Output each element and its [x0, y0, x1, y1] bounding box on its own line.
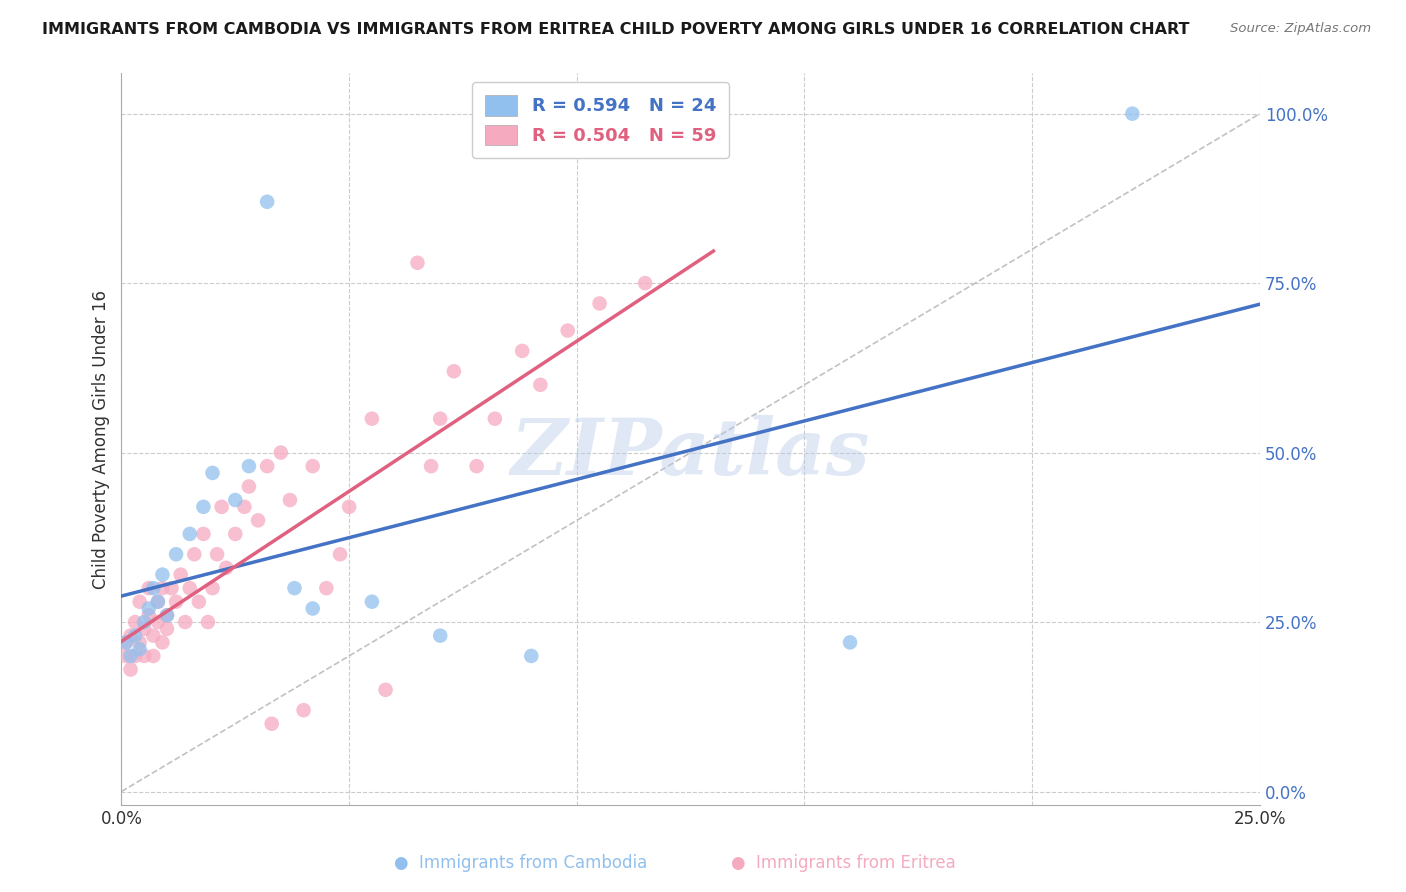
- Point: [120, 648, 142, 663]
- Point: [201, 466, 224, 480]
- Point: [115, 648, 138, 663]
- Point: [193, 527, 215, 541]
- Point: [420, 459, 443, 474]
- Point: [256, 459, 278, 474]
- Point: [557, 324, 579, 338]
- Point: [278, 493, 301, 508]
- Point: [179, 581, 201, 595]
- Point: [152, 581, 174, 595]
- Text: IMMIGRANTS FROM CAMBODIA VS IMMIGRANTS FROM ERITREA CHILD POVERTY AMONG GIRLS UN: IMMIGRANTS FROM CAMBODIA VS IMMIGRANTS F…: [42, 22, 1189, 37]
- Legend: R = 0.594   N = 24, R = 0.504   N = 59: R = 0.594 N = 24, R = 0.504 N = 59: [472, 82, 728, 158]
- Point: [361, 411, 384, 425]
- Point: [156, 622, 179, 636]
- Point: [315, 581, 337, 595]
- Point: [160, 581, 183, 595]
- Point: [465, 459, 488, 474]
- Text: ZIPatlas: ZIPatlas: [510, 416, 870, 491]
- Point: [142, 581, 165, 595]
- Point: [128, 595, 150, 609]
- Point: [201, 581, 224, 595]
- Point: [260, 716, 283, 731]
- Point: [215, 561, 238, 575]
- Point: [292, 703, 315, 717]
- Point: [152, 567, 174, 582]
- Point: [128, 642, 150, 657]
- Point: [193, 500, 215, 514]
- Point: [120, 629, 142, 643]
- Point: [142, 629, 165, 643]
- Point: [374, 682, 396, 697]
- Point: [187, 595, 209, 609]
- Point: [529, 377, 551, 392]
- Point: [337, 500, 360, 514]
- Point: [283, 581, 305, 595]
- Point: [233, 500, 256, 514]
- Point: [134, 615, 156, 629]
- Point: [429, 629, 451, 643]
- Point: [510, 343, 533, 358]
- Point: [443, 364, 465, 378]
- Point: [270, 445, 292, 459]
- Point: [301, 601, 323, 615]
- Point: [165, 547, 187, 561]
- Point: [520, 648, 543, 663]
- Point: [124, 648, 146, 663]
- Point: [238, 459, 260, 474]
- Point: [169, 567, 191, 582]
- Point: [634, 276, 657, 290]
- Point: [165, 595, 187, 609]
- Point: [142, 648, 165, 663]
- Point: [183, 547, 205, 561]
- Point: [115, 635, 138, 649]
- Point: [588, 296, 610, 310]
- Point: [174, 615, 197, 629]
- Y-axis label: Child Poverty Among Girls Under 16: Child Poverty Among Girls Under 16: [93, 290, 110, 589]
- Point: [152, 635, 174, 649]
- Point: [361, 595, 384, 609]
- Point: [156, 608, 179, 623]
- Text: ●  Immigrants from Cambodia: ● Immigrants from Cambodia: [394, 855, 647, 872]
- Point: [124, 629, 146, 643]
- Point: [211, 500, 233, 514]
- Point: [301, 459, 323, 474]
- Point: [138, 601, 160, 615]
- Point: [484, 411, 506, 425]
- Point: [839, 635, 862, 649]
- Point: [124, 615, 146, 629]
- Point: [224, 527, 246, 541]
- Point: [256, 194, 278, 209]
- Point: [115, 635, 138, 649]
- Point: [429, 411, 451, 425]
- Point: [146, 595, 169, 609]
- Point: [1121, 106, 1143, 120]
- Point: [406, 256, 429, 270]
- Point: [156, 608, 179, 623]
- Point: [138, 581, 160, 595]
- Point: [205, 547, 228, 561]
- Point: [197, 615, 219, 629]
- Point: [238, 479, 260, 493]
- Point: [120, 663, 142, 677]
- Point: [134, 622, 156, 636]
- Point: [224, 493, 246, 508]
- Point: [146, 595, 169, 609]
- Point: [329, 547, 352, 561]
- Point: [138, 608, 160, 623]
- Point: [179, 527, 201, 541]
- Text: Source: ZipAtlas.com: Source: ZipAtlas.com: [1230, 22, 1371, 36]
- Point: [134, 648, 156, 663]
- Text: ●  Immigrants from Eritrea: ● Immigrants from Eritrea: [731, 855, 956, 872]
- Point: [146, 615, 169, 629]
- Point: [247, 513, 270, 527]
- Point: [128, 635, 150, 649]
